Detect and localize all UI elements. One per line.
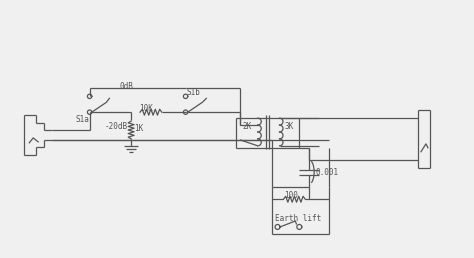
Text: 100: 100	[284, 191, 298, 200]
Text: S1a: S1a	[76, 115, 90, 124]
Text: 0dB: 0dB	[119, 82, 133, 91]
Text: 2K: 2K	[243, 122, 252, 131]
Text: 3K: 3K	[284, 122, 294, 131]
Text: Earth lift: Earth lift	[274, 214, 321, 223]
Text: S1b: S1b	[187, 88, 201, 98]
Text: 0.001: 0.001	[315, 168, 338, 176]
Text: -20dB: -20dB	[104, 122, 128, 131]
Text: 1K: 1K	[134, 124, 143, 133]
Text: 10K: 10K	[139, 104, 153, 113]
